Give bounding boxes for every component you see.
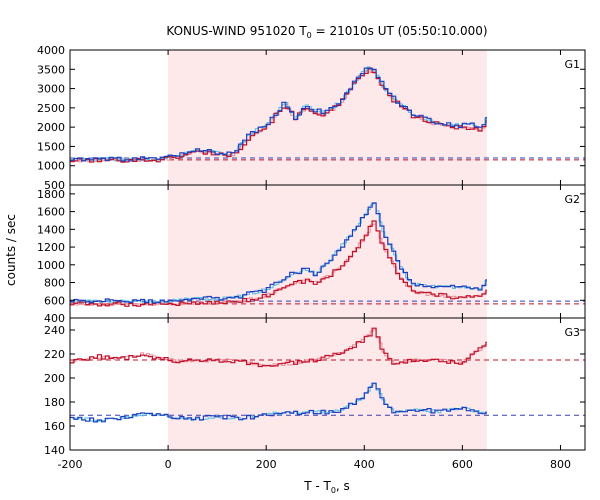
y-axis-label: counts / sec bbox=[4, 214, 18, 286]
panel-g3-frame bbox=[69, 317, 586, 451]
y-tick-label: 3000 bbox=[37, 83, 65, 96]
y-tick-label: 500 bbox=[44, 179, 65, 192]
y-tick-label: 220 bbox=[44, 348, 65, 361]
y-tick-label: 200 bbox=[44, 372, 65, 385]
x-axis-label: T - T0, s bbox=[303, 479, 350, 495]
title-subscript: 0 bbox=[307, 31, 312, 40]
panel-g1: 500 1000 1500 2000 2500 3000 3500 4000 G1 bbox=[37, 44, 586, 192]
x-tick-label: 400 bbox=[354, 458, 375, 471]
panel-g3: 140 160 180 200 220 240 G3 bbox=[44, 317, 586, 457]
y-tick-label: 2000 bbox=[37, 121, 65, 134]
y-tick-label: 140 bbox=[44, 444, 65, 457]
panel-label-g1: G1 bbox=[564, 58, 580, 71]
y-tick-label: 160 bbox=[44, 420, 65, 433]
y-tick-label: 4000 bbox=[37, 44, 65, 57]
y-tick-label: 1500 bbox=[37, 140, 65, 153]
y-tick-label: 600 bbox=[44, 294, 65, 307]
y-tick-label: 1200 bbox=[37, 241, 65, 254]
xlabel-subscript: 0 bbox=[331, 486, 336, 495]
x-tick-label: 200 bbox=[256, 458, 277, 471]
xlabel-rest: , s bbox=[336, 479, 350, 493]
y-tick-label: 1400 bbox=[37, 223, 65, 236]
x-tick-label: 800 bbox=[550, 458, 571, 471]
shaded-interval-g1 bbox=[168, 50, 487, 185]
chart-title: KONUS-WIND 951020 T0 = 21010s UT (05:50:… bbox=[166, 24, 487, 40]
series-blue bbox=[70, 382, 487, 423]
series-red bbox=[70, 327, 487, 368]
title-rest: = 21010s UT (05:50:10.000) bbox=[312, 24, 488, 38]
series-blue bbox=[70, 67, 487, 162]
y-tick-label: 2500 bbox=[37, 102, 65, 115]
shaded-interval-g3 bbox=[168, 318, 487, 450]
y-tick-label: 1800 bbox=[37, 188, 65, 201]
x-tick-label: -200 bbox=[58, 458, 83, 471]
series-red bbox=[70, 220, 487, 307]
xlabel-main: T - T bbox=[303, 479, 331, 493]
panel-label-g3: G3 bbox=[564, 326, 580, 339]
series-blue bbox=[70, 202, 487, 304]
y-tick-label: 800 bbox=[44, 277, 65, 290]
y-tick-label: 180 bbox=[44, 396, 65, 409]
panel-label-g2: G2 bbox=[564, 193, 580, 206]
series-blue-light bbox=[70, 383, 487, 422]
y-tick-label: 400 bbox=[44, 312, 65, 325]
x-tick-label: 600 bbox=[452, 458, 473, 471]
y-tick-label: 1000 bbox=[37, 259, 65, 272]
y-tick-label: 240 bbox=[44, 324, 65, 337]
panel-g2: 400 600 800 1000 1200 1400 1600 1800 G2 bbox=[37, 184, 586, 325]
y-tick-label: 1000 bbox=[37, 160, 65, 173]
y-tick-label: 3500 bbox=[37, 63, 65, 76]
y-tick-label: 1600 bbox=[37, 206, 65, 219]
x-tick-label: 0 bbox=[165, 458, 172, 471]
title-main: KONUS-WIND 951020 T bbox=[166, 24, 307, 38]
